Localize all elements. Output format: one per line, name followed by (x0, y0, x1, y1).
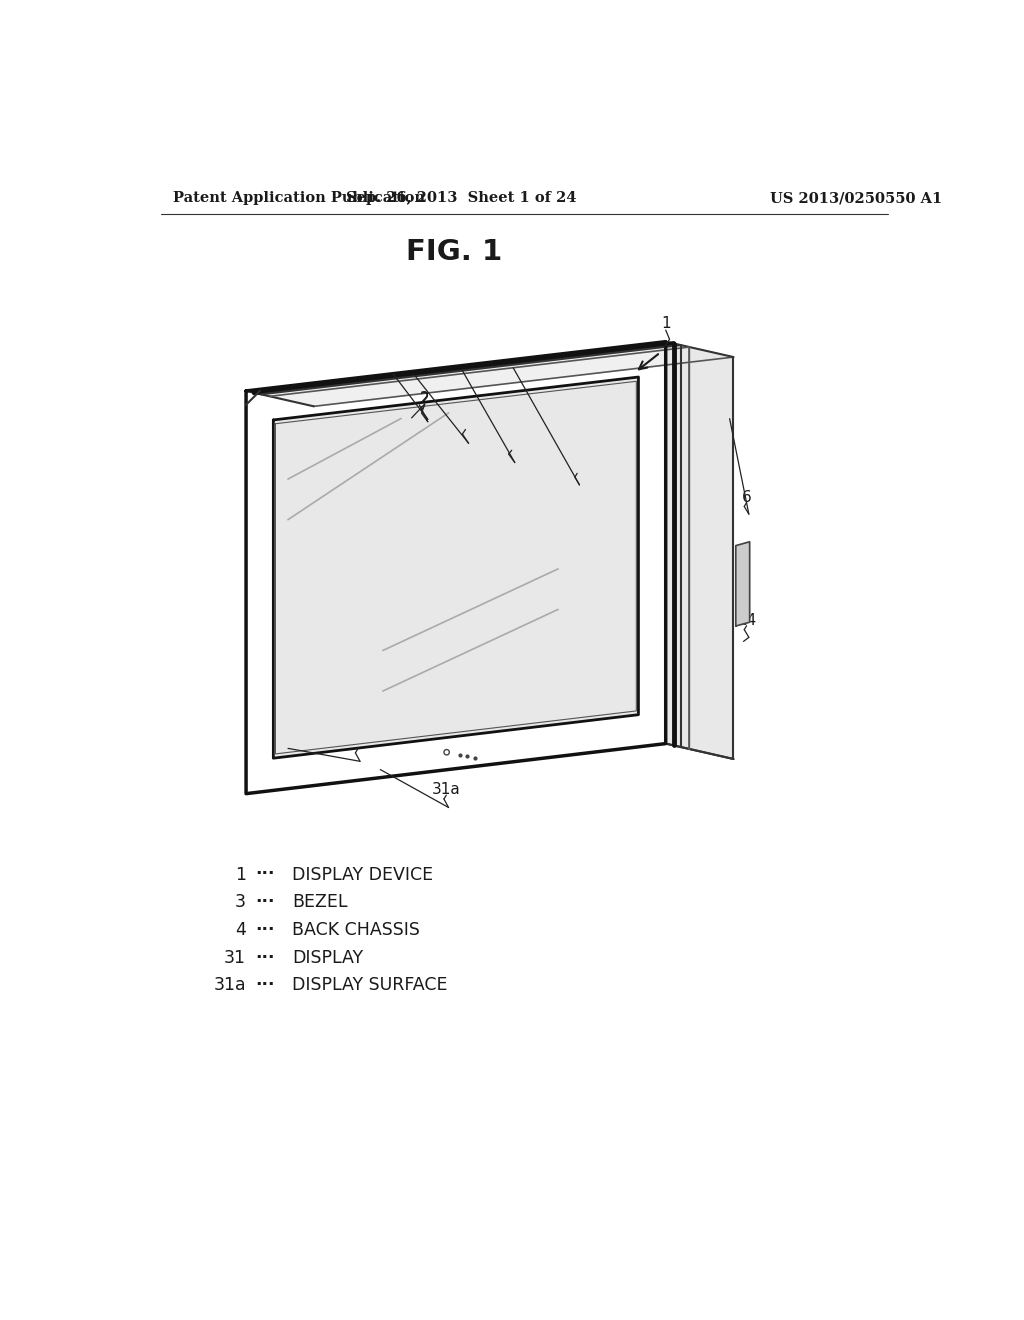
Text: 31a: 31a (213, 977, 246, 994)
Text: ···: ··· (255, 949, 274, 966)
Text: ···: ··· (255, 894, 274, 911)
Text: DISPLAY SURFACE: DISPLAY SURFACE (292, 977, 447, 994)
Text: 3: 3 (236, 894, 246, 911)
Text: 31: 31 (224, 949, 246, 966)
Text: 31: 31 (348, 737, 368, 751)
Polygon shape (736, 541, 750, 626)
Text: 4: 4 (507, 437, 516, 453)
Text: Patent Application Publication: Patent Application Publication (173, 191, 425, 206)
Text: 3: 3 (461, 417, 470, 432)
Text: 14: 14 (737, 612, 756, 628)
Text: DISPLAY DEVICE: DISPLAY DEVICE (292, 866, 433, 883)
Text: 1: 1 (660, 317, 671, 331)
Text: BEZEL: BEZEL (292, 894, 348, 911)
Polygon shape (246, 342, 733, 407)
Text: ···: ··· (255, 866, 274, 883)
Polygon shape (666, 342, 733, 759)
Text: Sep. 26, 2013  Sheet 1 of 24: Sep. 26, 2013 Sheet 1 of 24 (346, 191, 577, 206)
Text: ···: ··· (255, 977, 274, 994)
Text: US 2013/0250550 A1: US 2013/0250550 A1 (770, 191, 942, 206)
Text: FIG. 1: FIG. 1 (406, 239, 502, 267)
Text: 31a: 31a (432, 783, 461, 797)
Text: BACK CHASSIS: BACK CHASSIS (292, 921, 420, 939)
Text: 2: 2 (420, 392, 429, 407)
Text: 1: 1 (236, 866, 246, 883)
Polygon shape (246, 342, 666, 793)
Text: ···: ··· (255, 921, 274, 939)
Text: 4: 4 (236, 921, 246, 939)
Polygon shape (273, 378, 638, 758)
Text: DISPLAY: DISPLAY (292, 949, 364, 966)
Text: 2: 2 (420, 391, 429, 407)
Text: 7: 7 (572, 461, 582, 475)
Text: 6: 6 (741, 490, 752, 504)
